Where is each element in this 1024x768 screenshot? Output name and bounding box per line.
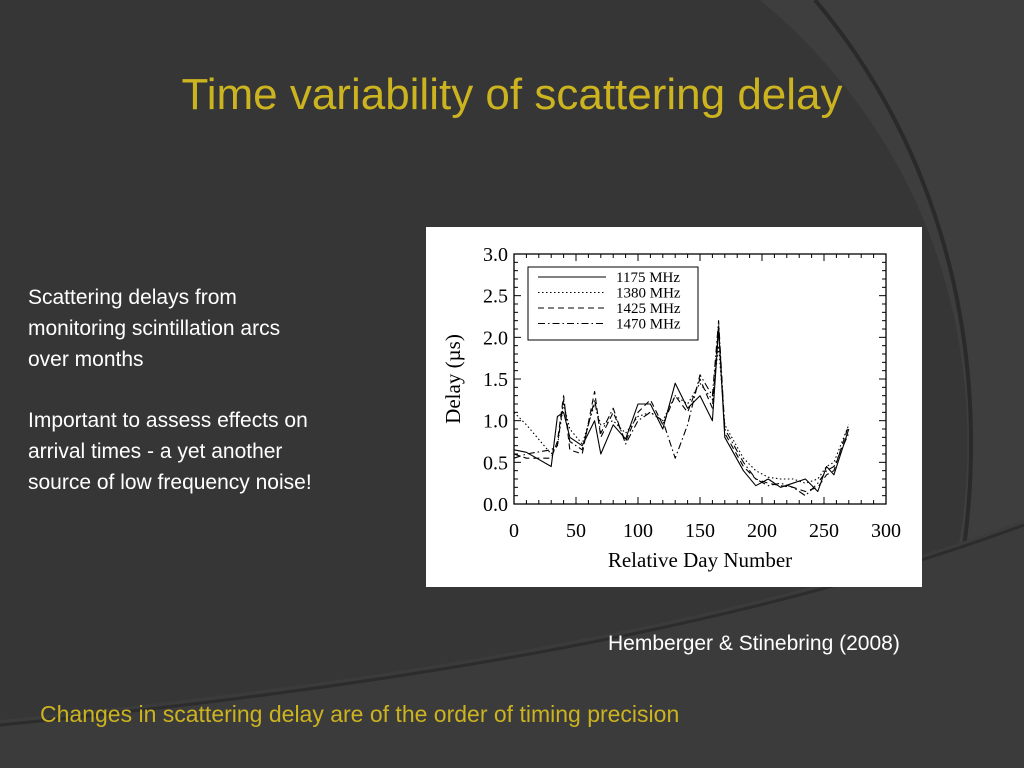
bullet-scattering-delays: Scattering delays from monitoring scinti… xyxy=(28,286,281,371)
legend-box xyxy=(527,266,699,341)
series-line-1425-mhz xyxy=(513,324,850,493)
x-tick-label: 0 xyxy=(509,520,519,542)
y-tick-label: 1.0 xyxy=(483,411,508,433)
x-tick-label: 200 xyxy=(747,520,777,542)
legend-label: 1175 MHz xyxy=(616,270,680,286)
legend-label: 1425 MHz xyxy=(616,301,681,317)
x-tick-label: 50 xyxy=(566,520,586,542)
y-tick-label: 3.0 xyxy=(483,244,508,266)
x-tick-label: 100 xyxy=(623,520,653,542)
footer-note: Changes in scattering delay are of the o… xyxy=(40,701,680,727)
legend-label: 1470 MHz xyxy=(616,317,681,333)
y-tick-label: 2.5 xyxy=(483,286,508,308)
legend-label: 1380 MHz xyxy=(616,286,681,302)
slide-title: Time variability of scattering delay xyxy=(181,70,843,119)
x-tick-label: 300 xyxy=(871,520,901,542)
x-tick-label: 150 xyxy=(685,520,715,542)
x-tick-label: 250 xyxy=(809,520,839,542)
citation: Hemberger & Stinebring (2008) xyxy=(608,632,900,655)
scattering-delay-figure: 0 50 100 150 200 250 300 0.0 0.5 1.0 1.5 2.0 2.5 3.0 … xyxy=(426,227,922,587)
x-axis-label: Relative Day Number xyxy=(608,548,792,572)
bullet-list: Scattering delays from monitoring scinti… xyxy=(28,282,318,528)
y-tick-label: 0.0 xyxy=(483,494,508,516)
y-axis-label: Delay (µs) xyxy=(441,334,465,424)
y-tick-label: 0.5 xyxy=(483,452,508,474)
bullet-arrival-times: Important to assess effects on arrival t… xyxy=(28,409,312,494)
series-line-1175-mhz xyxy=(513,328,850,493)
y-tick-label: 1.5 xyxy=(483,369,508,391)
y-tick-label: 2.0 xyxy=(483,327,508,349)
delay-line-chart: 0 50 100 150 200 250 3000.00.51.01.52.02.53.0 … xyxy=(441,244,901,572)
series-line-1380-mhz xyxy=(513,345,850,484)
series-line-1470-mhz xyxy=(513,320,850,497)
